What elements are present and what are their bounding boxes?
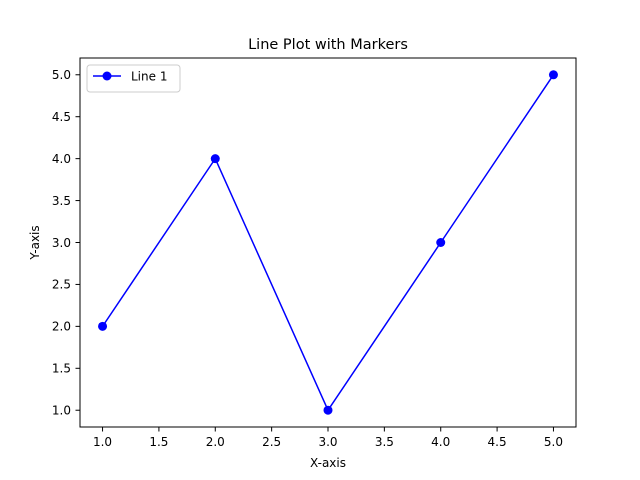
legend-label: Line 1 (131, 70, 167, 84)
plot-area: 1.0 1.5 2.0 2.5 3.0 3.5 4.0 4.5 5.0 1.0 1.5 2.0 2.5… (52, 57, 577, 449)
y-tick-label: 1.5 (52, 362, 71, 376)
chart-title: Line Plot with Markers (248, 37, 408, 53)
x-axis-label: X-axis (310, 456, 346, 470)
legend-marker-swatch (102, 71, 112, 81)
x-tick-label: 3.0 (318, 435, 337, 449)
data-point (210, 154, 220, 164)
data-point (98, 321, 108, 331)
legend-box (86, 64, 181, 93)
plot-frame (79, 57, 577, 428)
legend: Line 1 (86, 64, 181, 93)
y-tick-label: 2.0 (52, 320, 71, 334)
y-tick-label: 3.5 (52, 194, 71, 208)
y-tick-label: 4.0 (52, 152, 71, 166)
y-tick-label: 3.0 (52, 236, 71, 250)
x-tick-label: 1.0 (93, 435, 112, 449)
data-point (323, 405, 333, 415)
x-tick-label: 2.0 (206, 435, 225, 449)
y-axis-ticks: 1.0 1.5 2.0 2.5 3.0 3.5 4.0 4.5 5.0 (52, 68, 80, 418)
y-tick-label: 4.5 (52, 110, 71, 124)
x-tick-label: 3.5 (375, 435, 394, 449)
y-axis-label: Y-axis (28, 225, 42, 260)
y-tick-label: 1.0 (52, 404, 71, 418)
x-axis-ticks: 1.0 1.5 2.0 2.5 3.0 3.5 4.0 4.5 5.0 (93, 427, 563, 449)
data-point (436, 238, 446, 247)
x-tick-label: 1.5 (149, 435, 168, 449)
data-point (548, 70, 558, 80)
x-tick-label: 2.5 (262, 435, 281, 449)
y-tick-label: 5.0 (52, 68, 71, 82)
y-tick-label: 2.5 (52, 278, 71, 292)
x-tick-label: 4.0 (431, 435, 450, 449)
x-tick-label: 5.0 (544, 435, 563, 449)
series-layer (98, 70, 558, 415)
x-tick-label: 4.5 (488, 435, 507, 449)
